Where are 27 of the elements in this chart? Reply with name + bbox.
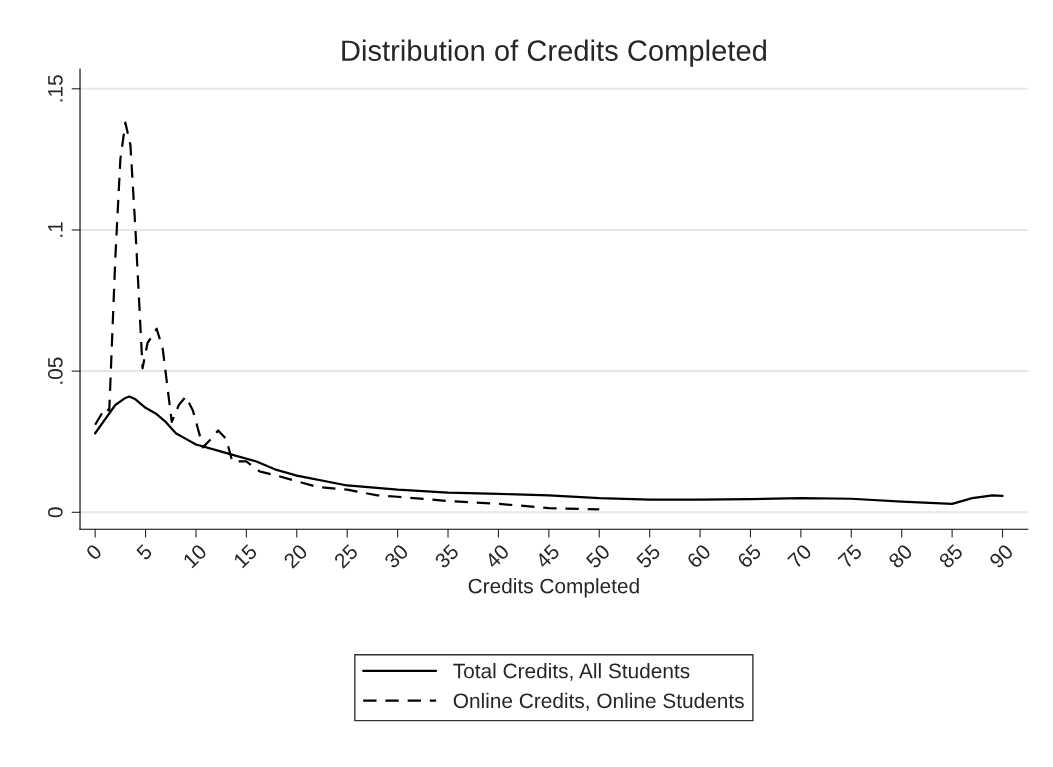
legend-label: Online Credits, Online Students — [453, 692, 744, 711]
x-tick-label: 70 — [786, 543, 813, 569]
x-tick-label: 45 — [534, 543, 561, 570]
x-axis-title: Credits Completed — [468, 578, 639, 598]
x-tick-label: 80 — [887, 543, 914, 569]
x-tick-label: 55 — [635, 543, 662, 570]
x-tick-label: 25 — [333, 543, 359, 569]
x-tick-label: 50 — [585, 543, 611, 570]
x-tick-label: 5 — [135, 543, 153, 561]
y-tick-label: .1 — [48, 222, 63, 237]
x-tick-label: 10 — [182, 543, 208, 569]
y-tick-label: 0 — [47, 507, 63, 518]
x-tick-label: 15 — [232, 543, 258, 569]
y-tick-label: .15 — [48, 75, 63, 102]
legend-label: Total Credits, All Students — [453, 663, 690, 681]
x-tick-label: 35 — [433, 543, 460, 570]
chart-title: Distribution of Credits Completed — [342, 39, 766, 67]
x-tick-label: 60 — [686, 543, 712, 569]
x-tick-label: 0 — [85, 543, 103, 561]
x-tick-label: 75 — [837, 543, 863, 569]
x-tick-label: 40 — [484, 543, 510, 570]
x-tick-label: 20 — [282, 543, 309, 569]
x-tick-label: 85 — [938, 543, 964, 569]
x-tick-label: 90 — [988, 543, 1015, 569]
x-tick-label: 30 — [383, 543, 410, 570]
y-tick-label: .05 — [47, 357, 63, 384]
x-tick-label: 65 — [736, 543, 763, 569]
